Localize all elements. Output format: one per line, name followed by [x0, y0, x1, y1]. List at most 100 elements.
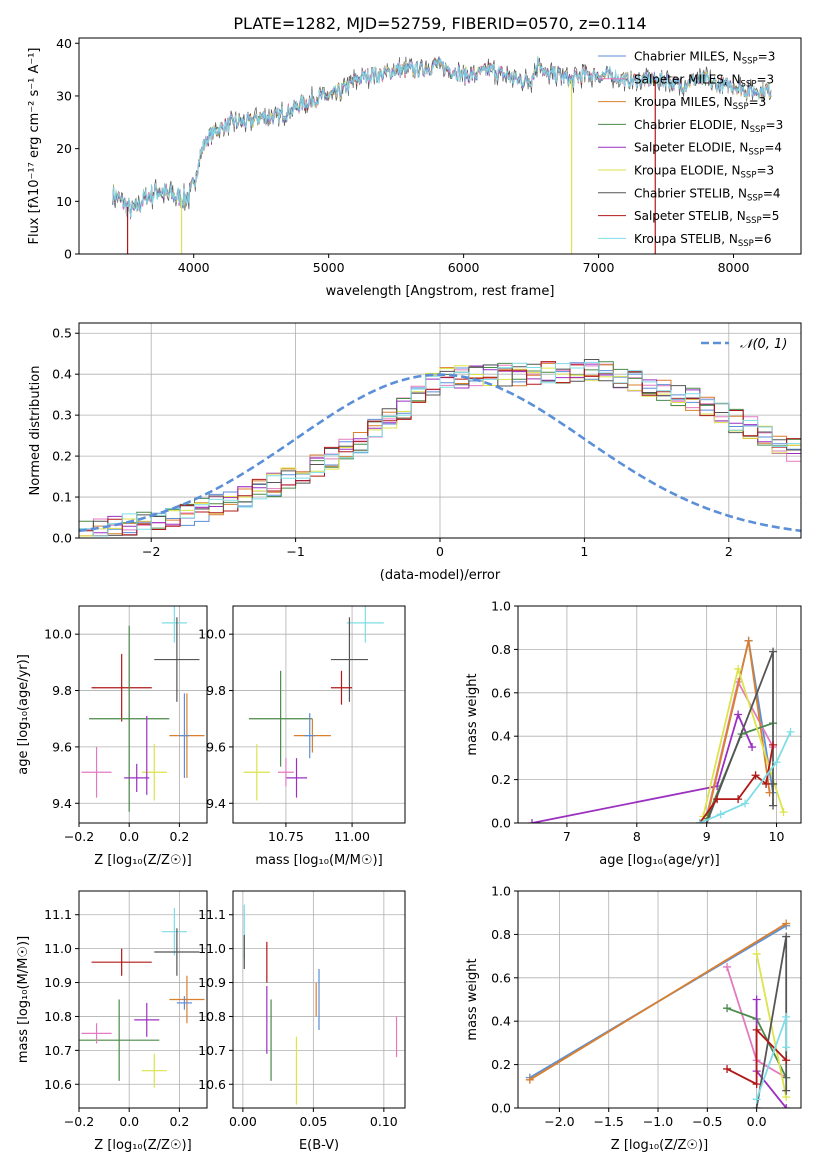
- y-axis-label: mass weight: [465, 958, 480, 1040]
- x-tick-label: 8000: [718, 260, 750, 275]
- weight-marker-chabrier_stelib: [782, 932, 791, 941]
- weight-line-chabrier_stelib: [705, 651, 774, 823]
- legend-name: Kroupa STELIB, N: [634, 232, 738, 246]
- weight-marker-salpeter_elodie: [527, 819, 536, 823]
- histogram-kroupa_elodie: [79, 365, 801, 538]
- y-tick-label: 11.1: [44, 907, 72, 922]
- weight-marker-salpeter_stelib: [782, 1056, 791, 1065]
- plot-area: [79, 907, 205, 1088]
- x-tick-label: 7: [563, 829, 571, 844]
- histogram-salpeter_miles: [79, 361, 801, 538]
- panel-mass-vs-z: −0.2 0.0 0.2 10.6 10.7 10.8 10.9 11.0 11.1 Z [log…: [16, 890, 208, 1153]
- legend-name: Salpeter ELODIE, N: [634, 141, 748, 155]
- weight-marker-kroupa_miles: [744, 636, 753, 645]
- y-axis-label: Flux [fλ10⁻¹⁷ erg cm⁻² s⁻¹ A⁻¹]: [27, 48, 42, 245]
- y-tick-label: 11.1: [198, 907, 226, 922]
- y-tick-label: 10.7: [198, 1043, 226, 1058]
- legend-label-normal: 𝒩(0, 1): [740, 337, 787, 352]
- weight-line-salpeter_stelib: [698, 744, 774, 823]
- y-tick-label: 30: [56, 88, 72, 103]
- legend-subscript: SSP: [733, 102, 749, 112]
- y-tick-label: 0.4: [491, 729, 511, 744]
- legend-count: =5: [762, 209, 780, 223]
- x-tick-label: 5000: [313, 260, 345, 275]
- legend-subscript: SSP: [750, 125, 766, 135]
- plot-area: [525, 919, 791, 1108]
- legend-subscript: SSP: [738, 239, 754, 249]
- histogram-kroupa_miles: [79, 362, 801, 538]
- weight-line-salpeter_stelib: [726, 1027, 787, 1086]
- legend-count: =3: [756, 72, 774, 86]
- x-tick-label: −0.5: [692, 1114, 722, 1129]
- weight-marker-salpeter_stelib: [762, 779, 771, 788]
- x-tick-label: 0.0: [119, 829, 139, 844]
- y-tick-label: 10.8: [198, 1009, 226, 1024]
- legend-subscript: SSP: [741, 171, 757, 181]
- x-tick-label: 11.00: [334, 829, 370, 844]
- plot-area: [112, 55, 772, 254]
- weight-marker-kroupa_stelib: [772, 758, 781, 767]
- legend-name: Kroupa ELODIE, N: [634, 164, 741, 178]
- weight-marker-kroupa_stelib: [695, 819, 704, 823]
- histogram-kroupa_stelib: [79, 361, 801, 538]
- weight-marker-salpeter_stelib: [769, 740, 778, 749]
- plot-area: [79, 359, 801, 538]
- plot-area: [81, 606, 205, 812]
- y-tick-label: 9.4: [206, 796, 226, 811]
- histogram-chabrier_elodie: [79, 361, 801, 538]
- axes-frame: [78, 605, 208, 824]
- x-tick-label: 0.05: [299, 1114, 327, 1129]
- weight-marker-salpeter_stelib: [751, 771, 760, 780]
- legend-subscript: SSP: [741, 79, 757, 89]
- weight-marker-chabrier_stelib: [769, 801, 778, 810]
- y-tick-label: 0.0: [491, 816, 511, 831]
- legend-label-chabrier_elodie: Chabrier ELODIE, NSSP=3: [634, 118, 783, 135]
- x-tick-label: 10: [769, 829, 785, 844]
- x-tick-label: 1: [580, 544, 588, 559]
- normal-curve: [79, 373, 801, 533]
- weight-marker-kroupa_stelib: [782, 1012, 791, 1021]
- legend-subscript: SSP: [746, 216, 762, 226]
- y-tick-label: 40: [56, 36, 72, 51]
- x-tick-label: 0.2: [169, 1114, 189, 1129]
- weight-marker-salpeter_elodie: [734, 710, 743, 719]
- y-tick-label: 9.8: [206, 683, 226, 698]
- legend-count: =6: [754, 232, 772, 246]
- plot-area: [243, 606, 384, 801]
- weight-line-kroupa_miles: [529, 922, 787, 1081]
- legend-subscript: SSP: [748, 148, 764, 158]
- histogram-chabrier_stelib: [79, 359, 801, 538]
- axes-frame: [517, 605, 802, 824]
- y-tick-label: 0: [64, 247, 72, 262]
- weight-marker-kroupa_elodie: [752, 949, 761, 958]
- x-axis-label: Z [log₁₀(Z/Z☉)]: [611, 1138, 708, 1153]
- histogram-salpeter_elodie: [79, 363, 801, 538]
- weight-marker-chabrier_stelib: [782, 1086, 791, 1095]
- y-tick-label: 10.6: [44, 1077, 72, 1092]
- weight-marker-salpeter_stelib: [723, 1064, 732, 1073]
- y-axis-label: mass weight: [465, 673, 480, 755]
- weight-marker-kroupa_stelib: [782, 1043, 791, 1052]
- y-tick-label: 10.7: [44, 1043, 72, 1058]
- y-tick-label: 10.9: [198, 975, 226, 990]
- x-tick-label: 2: [725, 544, 733, 559]
- x-tick-label: 0.0: [747, 1114, 767, 1129]
- x-tick-label: −0.2: [64, 829, 94, 844]
- panel-weight-vs-age: 7 8 9 10 0.0 0.2 0.4 0.6 0.8 1.0 age [log₁₀(age/yr…: [465, 599, 802, 868]
- x-tick-label: 4000: [178, 260, 210, 275]
- y-tick-label: 10.0: [44, 627, 72, 642]
- y-tick-label: 10.0: [198, 627, 226, 642]
- legend-label-salpeter_miles: Salpeter MILES, NSSP=3: [634, 72, 774, 89]
- legend-label-chabrier_stelib: Chabrier STELIB, NSSP=4: [634, 186, 781, 203]
- axes-frame: [78, 37, 802, 255]
- y-tick-label: 9.8: [52, 683, 72, 698]
- legend-name: Salpeter STELIB, N: [634, 209, 746, 223]
- y-tick-label: 0.8: [491, 642, 511, 657]
- weight-marker-kroupa_miles: [525, 1075, 534, 1084]
- weight-marker-salpeter_stelib: [752, 1080, 761, 1089]
- y-tick-label: 0.0: [491, 1101, 511, 1116]
- weight-marker-kroupa_miles: [782, 919, 791, 928]
- legend-count: =3: [758, 50, 776, 64]
- y-tick-label: 0.0: [52, 531, 72, 546]
